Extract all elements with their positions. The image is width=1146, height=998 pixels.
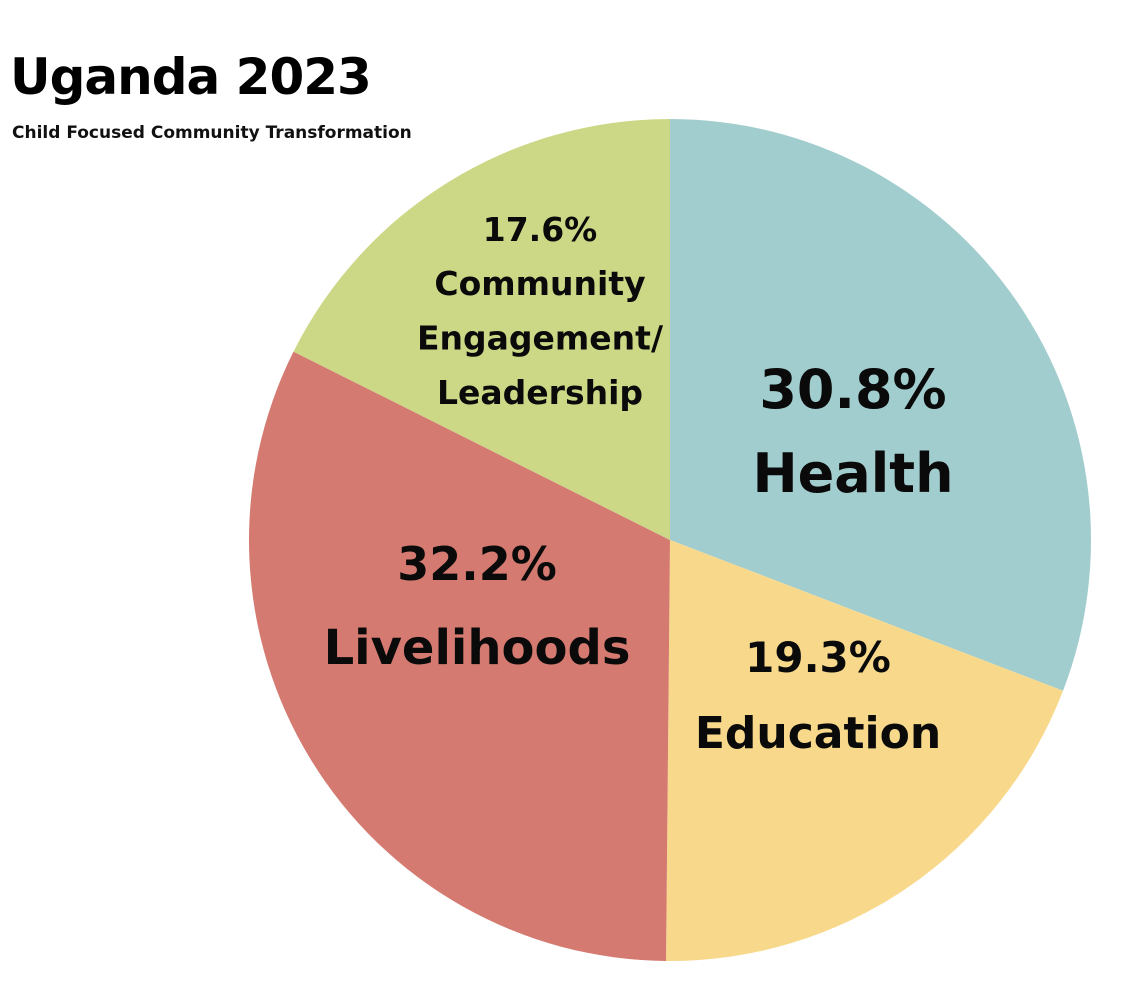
slice-label-health: Health: [752, 442, 953, 505]
pie-slice-community-engagement-leadership: [293, 118, 670, 540]
slice-label-education: Education: [695, 708, 941, 759]
slice-label-community-engagement-leadership: Community Engagement/Leadership: [417, 264, 664, 412]
slice-label-livelihoods: Livelihoods: [324, 620, 631, 676]
slice-percent-education: 19.3%: [745, 633, 891, 682]
pie-slice-health: [670, 119, 1091, 691]
slice-percent-community-engagement-leadership: 17.6%: [483, 210, 598, 249]
slice-percent-livelihoods: 32.2%: [397, 537, 557, 591]
slice-percent-health: 30.8%: [759, 358, 946, 421]
pie-slice-education: [666, 540, 1064, 961]
pie-slice-livelihoods: [248, 351, 671, 961]
chart-title: Uganda 2023: [10, 48, 372, 106]
chart-subtitle: Child Focused Community Transformation: [12, 123, 412, 143]
